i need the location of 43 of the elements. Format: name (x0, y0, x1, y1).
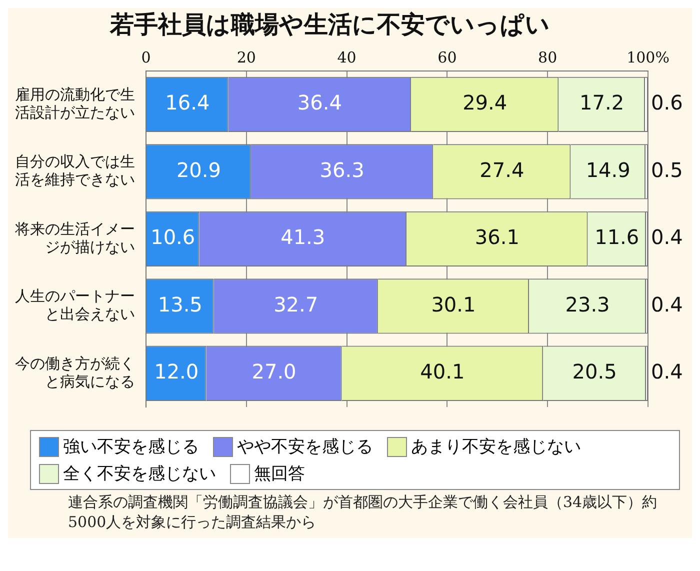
data-label: 0.4 (651, 360, 683, 384)
data-label: 36.4 (297, 90, 342, 115)
data-label: 0.6 (651, 90, 683, 115)
y-tick-label: 雇用の流動化で生活設計が立たない (15, 85, 135, 122)
data-label: 14.9 (586, 158, 630, 182)
x-tick-label: 0 (141, 48, 151, 67)
data-label: 23.3 (565, 292, 610, 316)
data-label: 27.4 (480, 158, 524, 182)
x-tick-label: 20 (236, 48, 256, 67)
data-label: 40.1 (420, 360, 465, 384)
data-label: 0.4 (651, 225, 683, 250)
text: 連合系の調査機関「労働調査協議会」が首都圏の大手企業で働く会社員（34歳以下）約5000人を対象に行った調査結果から (67, 492, 658, 533)
data-label: 17.2 (580, 90, 624, 115)
data-label: 11.6 (594, 225, 640, 250)
y-tick-label: 今の働き方が続くと病気になる (15, 354, 135, 390)
data-label: 16.4 (165, 90, 210, 115)
legend-label: 全く不安を感じない (63, 463, 216, 485)
legend-label: 強い不安を感じる (63, 436, 199, 458)
y-tick-label: 自分の収入では生活を維持できない (15, 152, 135, 189)
data-label: 27.0 (252, 360, 296, 384)
data-label: 12.0 (154, 360, 199, 384)
legend-label: 無回答 (254, 463, 305, 485)
x-tick-label: 60 (438, 48, 457, 67)
y-tick-label: 人生のパートナーと出会えない (15, 287, 135, 324)
data-label: 13.5 (158, 292, 202, 316)
data-label: 36.1 (474, 225, 520, 250)
x-tick-label: 100% (626, 48, 670, 67)
data-label: 0.4 (651, 292, 683, 316)
legend-label: あまり不安を感じない (411, 436, 581, 458)
data-label: 32.7 (274, 292, 318, 316)
text: やや不安を感じる (237, 436, 373, 458)
x-tick-label: 80 (538, 48, 558, 67)
data-label: 20.5 (572, 360, 617, 384)
data-label: 10.6 (150, 225, 196, 250)
data-label: 30.1 (431, 292, 476, 316)
x-tick-label: 40 (337, 48, 356, 67)
data-label: 0.5 (651, 158, 683, 182)
data-label: 41.3 (280, 225, 326, 250)
data-label: 29.4 (462, 90, 508, 115)
data-label: 36.3 (320, 158, 364, 182)
data-label: 20.9 (176, 158, 221, 182)
chart-title: 若手社員は職場や生活に不安でいっぱい (109, 10, 550, 39)
y-tick-label: 将来の生活イメージが描けない (14, 220, 135, 256)
